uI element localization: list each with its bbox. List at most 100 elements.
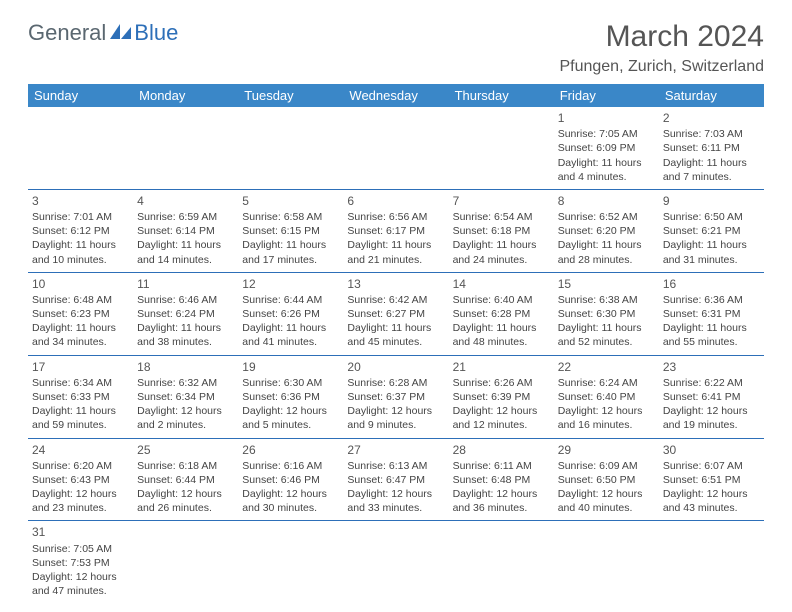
- cell-sr: Sunrise: 6:58 AM: [242, 210, 339, 224]
- cell-ss: Sunset: 6:09 PM: [558, 141, 655, 155]
- cell-dl1: Daylight: 12 hours: [32, 570, 129, 584]
- cell-dl1: Daylight: 12 hours: [242, 487, 339, 501]
- calendar-cell: 20Sunrise: 6:28 AMSunset: 6:37 PMDayligh…: [343, 355, 448, 438]
- day-number: 24: [32, 442, 129, 458]
- calendar-cell: 1Sunrise: 7:05 AMSunset: 6:09 PMDaylight…: [554, 107, 659, 189]
- cell-sr: Sunrise: 6:59 AM: [137, 210, 234, 224]
- cell-dl1: Daylight: 11 hours: [242, 321, 339, 335]
- cell-sr: Sunrise: 6:20 AM: [32, 459, 129, 473]
- cell-ss: Sunset: 6:48 PM: [453, 473, 550, 487]
- cell-dl1: Daylight: 12 hours: [663, 404, 760, 418]
- calendar-cell: 4Sunrise: 6:59 AMSunset: 6:14 PMDaylight…: [133, 189, 238, 272]
- cell-sr: Sunrise: 6:11 AM: [453, 459, 550, 473]
- day-number: 15: [558, 276, 655, 292]
- calendar-cell: 18Sunrise: 6:32 AMSunset: 6:34 PMDayligh…: [133, 355, 238, 438]
- cell-sr: Sunrise: 6:54 AM: [453, 210, 550, 224]
- day-number: 17: [32, 359, 129, 375]
- cell-dl2: and 9 minutes.: [347, 418, 444, 432]
- day-number: 31: [32, 524, 129, 540]
- logo-sail-icon: [110, 22, 132, 45]
- cell-dl1: Daylight: 12 hours: [347, 487, 444, 501]
- cell-ss: Sunset: 6:37 PM: [347, 390, 444, 404]
- calendar-cell: 9Sunrise: 6:50 AMSunset: 6:21 PMDaylight…: [659, 189, 764, 272]
- calendar-cell: [28, 107, 133, 189]
- calendar-cell: 14Sunrise: 6:40 AMSunset: 6:28 PMDayligh…: [449, 272, 554, 355]
- cell-dl2: and 47 minutes.: [32, 584, 129, 598]
- calendar-cell: 30Sunrise: 6:07 AMSunset: 6:51 PMDayligh…: [659, 438, 764, 521]
- weekday-monday: Monday: [133, 84, 238, 107]
- calendar-cell: 3Sunrise: 7:01 AMSunset: 6:12 PMDaylight…: [28, 189, 133, 272]
- cell-dl1: Daylight: 12 hours: [242, 404, 339, 418]
- cell-dl2: and 2 minutes.: [137, 418, 234, 432]
- cell-sr: Sunrise: 6:48 AM: [32, 293, 129, 307]
- calendar-cell: 22Sunrise: 6:24 AMSunset: 6:40 PMDayligh…: [554, 355, 659, 438]
- logo-text-general: General: [28, 20, 106, 46]
- day-number: 6: [347, 193, 444, 209]
- cell-sr: Sunrise: 6:16 AM: [242, 459, 339, 473]
- calendar-cell: [554, 521, 659, 603]
- day-number: 7: [453, 193, 550, 209]
- day-number: 10: [32, 276, 129, 292]
- cell-sr: Sunrise: 6:18 AM: [137, 459, 234, 473]
- cell-dl2: and 59 minutes.: [32, 418, 129, 432]
- calendar-cell: 24Sunrise: 6:20 AMSunset: 6:43 PMDayligh…: [28, 438, 133, 521]
- day-number: 5: [242, 193, 339, 209]
- day-number: 8: [558, 193, 655, 209]
- cell-ss: Sunset: 6:30 PM: [558, 307, 655, 321]
- cell-sr: Sunrise: 6:07 AM: [663, 459, 760, 473]
- cell-sr: Sunrise: 6:50 AM: [663, 210, 760, 224]
- cell-sr: Sunrise: 7:03 AM: [663, 127, 760, 141]
- cell-ss: Sunset: 6:34 PM: [137, 390, 234, 404]
- cell-ss: Sunset: 6:50 PM: [558, 473, 655, 487]
- cell-dl2: and 38 minutes.: [137, 335, 234, 349]
- day-number: 20: [347, 359, 444, 375]
- cell-ss: Sunset: 6:43 PM: [32, 473, 129, 487]
- cell-dl2: and 12 minutes.: [453, 418, 550, 432]
- weekday-tuesday: Tuesday: [238, 84, 343, 107]
- cell-sr: Sunrise: 6:44 AM: [242, 293, 339, 307]
- day-number: 26: [242, 442, 339, 458]
- cell-dl2: and 19 minutes.: [663, 418, 760, 432]
- calendar-row: 1Sunrise: 7:05 AMSunset: 6:09 PMDaylight…: [28, 107, 764, 189]
- logo: General Blue: [28, 20, 178, 46]
- cell-sr: Sunrise: 6:30 AM: [242, 376, 339, 390]
- cell-ss: Sunset: 6:33 PM: [32, 390, 129, 404]
- cell-dl1: Daylight: 11 hours: [453, 238, 550, 252]
- cell-ss: Sunset: 6:41 PM: [663, 390, 760, 404]
- month-title: March 2024: [559, 20, 764, 54]
- cell-ss: Sunset: 6:15 PM: [242, 224, 339, 238]
- weekday-header-row: Sunday Monday Tuesday Wednesday Thursday…: [28, 84, 764, 107]
- cell-dl1: Daylight: 11 hours: [32, 321, 129, 335]
- cell-ss: Sunset: 6:12 PM: [32, 224, 129, 238]
- weekday-wednesday: Wednesday: [343, 84, 448, 107]
- calendar-row: 10Sunrise: 6:48 AMSunset: 6:23 PMDayligh…: [28, 272, 764, 355]
- day-number: 11: [137, 276, 234, 292]
- location: Pfungen, Zurich, Switzerland: [559, 58, 764, 76]
- calendar-cell: 15Sunrise: 6:38 AMSunset: 6:30 PMDayligh…: [554, 272, 659, 355]
- cell-dl2: and 23 minutes.: [32, 501, 129, 515]
- header: General Blue March 2024 Pfungen, Zurich,…: [28, 20, 764, 76]
- day-number: 19: [242, 359, 339, 375]
- calendar-cell: 29Sunrise: 6:09 AMSunset: 6:50 PMDayligh…: [554, 438, 659, 521]
- cell-dl2: and 31 minutes.: [663, 253, 760, 267]
- calendar-cell: 17Sunrise: 6:34 AMSunset: 6:33 PMDayligh…: [28, 355, 133, 438]
- cell-dl1: Daylight: 11 hours: [347, 321, 444, 335]
- calendar-cell: 8Sunrise: 6:52 AMSunset: 6:20 PMDaylight…: [554, 189, 659, 272]
- cell-ss: Sunset: 6:36 PM: [242, 390, 339, 404]
- cell-ss: Sunset: 6:44 PM: [137, 473, 234, 487]
- calendar-cell: [449, 107, 554, 189]
- cell-dl1: Daylight: 11 hours: [137, 238, 234, 252]
- cell-sr: Sunrise: 6:52 AM: [558, 210, 655, 224]
- cell-dl2: and 24 minutes.: [453, 253, 550, 267]
- calendar-cell: [133, 521, 238, 603]
- day-number: 27: [347, 442, 444, 458]
- cell-sr: Sunrise: 7:05 AM: [32, 542, 129, 556]
- cell-ss: Sunset: 7:53 PM: [32, 556, 129, 570]
- calendar-cell: 26Sunrise: 6:16 AMSunset: 6:46 PMDayligh…: [238, 438, 343, 521]
- day-number: 13: [347, 276, 444, 292]
- cell-dl2: and 55 minutes.: [663, 335, 760, 349]
- cell-dl1: Daylight: 11 hours: [663, 238, 760, 252]
- day-number: 29: [558, 442, 655, 458]
- cell-dl1: Daylight: 11 hours: [347, 238, 444, 252]
- day-number: 14: [453, 276, 550, 292]
